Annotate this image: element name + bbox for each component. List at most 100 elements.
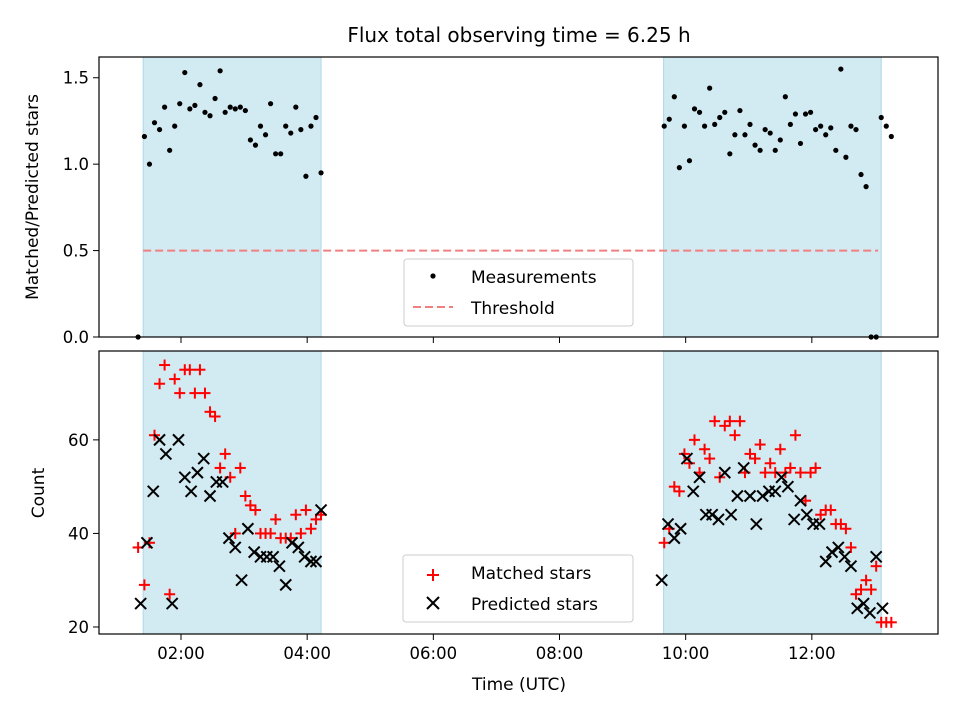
- predicted-star-point: [756, 489, 769, 503]
- predicted-star-point: [687, 485, 700, 498]
- predicted-star-point: [216, 475, 229, 489]
- measurement-point: [752, 142, 758, 148]
- measurement-point: [666, 116, 672, 122]
- top-legend: Measurements Threshold: [403, 258, 634, 327]
- matched-star-point: [199, 387, 211, 399]
- matched-star-point: [169, 373, 181, 385]
- bottom-y-axis-label: Count: [29, 467, 49, 518]
- matched-star-point: [709, 415, 721, 427]
- predicted-star-point: [304, 555, 318, 568]
- measurement-point: [202, 109, 208, 115]
- matched-star-point: [860, 574, 872, 586]
- measurement-point: [187, 106, 193, 112]
- predicted-star-point: [718, 466, 731, 479]
- measurement-point: [267, 101, 274, 107]
- matched-star-point: [295, 527, 307, 539]
- shaded-interval: [142, 56, 322, 338]
- predicted-star-point: [203, 489, 217, 503]
- bottom-axes-frame: [98, 350, 939, 635]
- measurement-point: [883, 123, 889, 129]
- predicted-star-point: [869, 550, 883, 564]
- x-tick-label: 08:00: [536, 644, 584, 663]
- measurement-point: [757, 147, 763, 153]
- measurement-point: [807, 109, 814, 115]
- measurement-point: [293, 104, 299, 110]
- matched-stars-points: [132, 359, 897, 628]
- measurement-point: [146, 161, 153, 167]
- measurement-point: [712, 121, 718, 128]
- matched-star-point: [194, 364, 206, 376]
- bottom-shaded-regions: [142, 350, 882, 635]
- measurement-point: [308, 123, 314, 129]
- predicted-star-point: [857, 597, 870, 610]
- measurement-point: [671, 94, 677, 100]
- matched-star-point: [229, 527, 241, 539]
- predicted-star-point: [832, 541, 845, 554]
- measurement-point: [888, 133, 894, 140]
- predicted-star-point: [298, 550, 311, 564]
- measurement-point: [777, 137, 783, 143]
- predicted-stars-points: [134, 433, 889, 620]
- predicted-star-point: [285, 536, 299, 549]
- y-tick-label: 0.0: [63, 328, 89, 347]
- measurement-point: [828, 125, 834, 131]
- measurement-point: [701, 123, 708, 129]
- matched-star-point: [789, 429, 801, 441]
- legend-threshold-label: Threshold: [470, 299, 555, 319]
- bottom-legend-box: [402, 554, 634, 623]
- measurement-point: [863, 184, 869, 190]
- predicted-star-point: [731, 489, 744, 503]
- matched-star-point: [734, 415, 746, 427]
- top-y-axis-label: Matched/Predicted stars: [23, 94, 43, 300]
- matched-star-point: [794, 467, 806, 479]
- measurement-point: [813, 126, 819, 133]
- y-tick-label: 1.5: [63, 69, 89, 88]
- matched-star-point: [855, 584, 867, 596]
- predicted-star-point: [191, 466, 204, 479]
- predicted-star-point: [178, 471, 191, 484]
- matched-star-point: [810, 462, 822, 474]
- measurement-point: [742, 132, 748, 138]
- shaded-interval: [663, 350, 882, 635]
- predicted-star-point: [273, 559, 286, 573]
- matched-star-point: [719, 420, 731, 432]
- predicted-star-point: [134, 597, 147, 610]
- measurement-points: [135, 66, 894, 340]
- predicted-star-point: [266, 550, 280, 564]
- predicted-star-point: [743, 489, 757, 503]
- top-legend-box: [403, 258, 634, 327]
- bottom-subplot: 20 40 60 02:00 04:00 06:00 08:00 10:00 12:00 Co…: [29, 350, 939, 695]
- matched-star-point: [865, 584, 877, 596]
- measurement-point: [156, 126, 163, 133]
- measurement-point: [878, 114, 884, 121]
- predicted-star-point: [813, 517, 826, 531]
- matched-star-point: [870, 560, 882, 572]
- predicted-star-point: [197, 452, 210, 465]
- predicted-star-point: [794, 494, 807, 507]
- top-shaded-regions: [142, 56, 882, 338]
- measurement-point: [177, 101, 183, 107]
- x-axis-label: Time (UTC): [471, 675, 566, 695]
- predicted-star-point: [229, 541, 242, 554]
- bottom-legend: Matched stars Predicted stars: [402, 554, 634, 623]
- shaded-interval: [663, 56, 882, 338]
- matched-star-point: [678, 448, 690, 460]
- measurement-point: [237, 104, 243, 110]
- predicted-star-point: [750, 517, 763, 531]
- matched-star-point: [668, 481, 680, 493]
- predicted-star-point: [655, 573, 668, 587]
- measurement-point: [747, 121, 753, 128]
- predicted-star-point: [292, 541, 305, 554]
- matched-star-point: [234, 462, 246, 474]
- matched-star-point: [774, 443, 786, 455]
- measurement-point: [242, 107, 248, 114]
- matched-star-point: [214, 462, 226, 474]
- measurement-point: [762, 126, 768, 133]
- top-y-ticks: 0.0 0.5 1.0 1.5: [63, 69, 99, 347]
- predicted-star-point: [172, 433, 185, 447]
- matched-star-point: [683, 457, 695, 469]
- measurement-point: [707, 85, 713, 91]
- predicted-star-point: [668, 531, 681, 545]
- measurement-point: [217, 68, 223, 74]
- legend-matched-marker: [427, 569, 439, 581]
